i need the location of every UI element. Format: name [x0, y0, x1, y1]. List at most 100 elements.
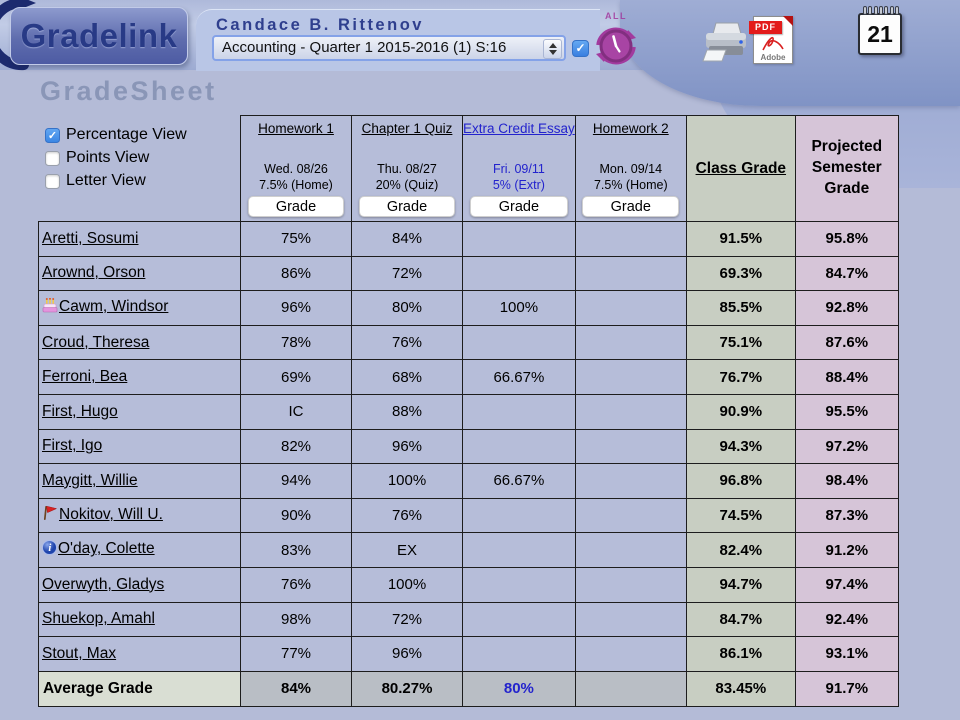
assignment-header: Chapter 1 Quiz Thu. 08/27 20% (Quiz) Grade: [351, 115, 463, 222]
view-option-percentage[interactable]: Percentage View: [45, 124, 187, 146]
checked-checkbox-icon[interactable]: [45, 127, 60, 143]
student-name-cell: Aretti, Sosumi: [38, 221, 241, 257]
assignment-date-weight: Wed. 08/26 7.5% (Home): [259, 161, 333, 192]
class-grade-cell: 82.4%: [685, 532, 796, 568]
grade-cell: [574, 463, 687, 499]
student-name-link[interactable]: Arownd, Orson: [42, 264, 146, 282]
view-option-label: Percentage View: [66, 126, 187, 143]
print-button[interactable]: [700, 22, 752, 69]
student-name-link[interactable]: Shuekop, Amahl: [42, 610, 155, 628]
grade-cell: 83%: [240, 532, 352, 568]
student-name-link[interactable]: Maygitt, Willie: [42, 471, 138, 489]
grade-cell: [574, 255, 687, 292]
projected-grade-header: Projected Semester Grade: [794, 115, 899, 222]
grade-button[interactable]: Grade: [358, 196, 456, 217]
grade-cell: 76%: [240, 566, 352, 603]
class-grade-cell: 85.5%: [685, 290, 796, 326]
grade-cell: [574, 636, 687, 672]
grade-button[interactable]: Grade: [582, 196, 680, 217]
grade-cell: [574, 601, 687, 638]
average-row: Average Grade 84% 80.27% 80% 83.45% 91.7%: [38, 670, 899, 707]
assignment-date-weight: Fri. 09/11 5% (Extr): [492, 161, 545, 192]
average-grade-cell: [574, 670, 687, 707]
grade-cell: 100%: [462, 290, 576, 326]
student-row: i O'day, Colette 83% EX 82.4% 91.2%: [38, 532, 899, 568]
projected-grade-cell: 92.4%: [794, 601, 899, 638]
grade-cell: 88%: [351, 393, 463, 430]
view-option-letter[interactable]: Letter View: [45, 170, 187, 192]
projected-grade-cell: 93.1%: [794, 636, 899, 672]
unchecked-checkbox-icon[interactable]: [45, 173, 60, 189]
grade-cell: [462, 566, 576, 603]
student-row: Croud, Theresa 78% 76% 75.1% 87.6%: [38, 324, 899, 361]
grade-cell: [462, 532, 576, 568]
view-option-points[interactable]: Points View: [45, 147, 187, 169]
page-title: GradeSheet: [40, 76, 217, 106]
printer-icon: [702, 22, 746, 62]
assignment-date-weight: Thu. 08/27 20% (Quiz): [375, 161, 439, 192]
grade-cell: [462, 393, 576, 430]
average-projected-cell: 91.7%: [794, 670, 899, 707]
class-grade-cell: 74.5%: [685, 497, 796, 534]
student-name-cell: Nokitov, Will U.: [38, 497, 241, 534]
assignment-link[interactable]: Homework 2: [592, 121, 669, 136]
calendar-spiral-icon: [863, 6, 899, 16]
class-select-dropdown[interactable]: Accounting - Quarter 1 2015-2016 (1) S:1…: [212, 35, 566, 61]
assignment-link[interactable]: Homework 1: [258, 121, 334, 136]
student-name-link[interactable]: O'day, Colette: [58, 540, 155, 558]
grade-button[interactable]: Grade: [469, 196, 569, 217]
student-name-link[interactable]: Aretti, Sosumi: [42, 229, 139, 247]
student-name-cell: Croud, Theresa: [38, 324, 241, 361]
grade-cell: [462, 324, 576, 361]
grade-cell: [574, 324, 687, 361]
student-row: First, Hugo IC 88% 90.9% 95.5%: [38, 393, 899, 430]
student-name-link[interactable]: Stout, Max: [42, 644, 117, 662]
student-row: First, Igo 82% 96% 94.3% 97.2%: [38, 428, 899, 465]
projected-grade-cell: 84.7%: [794, 255, 899, 292]
pdf-export-button[interactable]: PDF Adobe: [749, 16, 793, 64]
class-grade-header-link[interactable]: Class Grade: [695, 159, 787, 177]
grade-cell: 76%: [351, 324, 463, 361]
projected-grade-cell: 87.3%: [794, 497, 899, 534]
student-name-link[interactable]: Nokitov, Will U.: [59, 506, 163, 524]
show-all-checkbox[interactable]: [572, 40, 589, 57]
student-name-link[interactable]: Croud, Theresa: [42, 333, 150, 351]
gradelink-logo[interactable]: Gradelink: [10, 7, 188, 65]
student-name-link[interactable]: First, Igo: [42, 437, 103, 455]
average-class-grade-cell: 83.45%: [685, 670, 796, 707]
grade-cell: [574, 290, 687, 326]
grade-cell: [574, 359, 687, 395]
student-row: Maygitt, Willie 94% 100% 66.67% 96.8% 98.4%: [38, 463, 899, 499]
all-terms-clock-button[interactable]: ALL: [592, 11, 640, 69]
grade-cell: [462, 497, 576, 534]
projected-grade-cell: 95.5%: [794, 393, 899, 430]
projected-grade-cell: 88.4%: [794, 359, 899, 395]
grade-cell: 84%: [351, 221, 463, 257]
class-grade-cell: 69.3%: [685, 255, 796, 292]
assignment-header: Homework 1 Wed. 08/26 7.5% (Home) Grade: [240, 115, 352, 222]
unchecked-checkbox-icon[interactable]: [45, 150, 60, 166]
clock-all-label: ALL: [605, 11, 627, 21]
grade-cell: 100%: [351, 463, 463, 499]
student-name-link[interactable]: Overwyth, Gladys: [42, 575, 165, 593]
student-name-link[interactable]: Ferroni, Bea: [42, 368, 128, 386]
class-grade-cell: 86.1%: [685, 636, 796, 672]
student-name-link[interactable]: Cawm, Windsor: [59, 297, 169, 315]
student-name-link[interactable]: First, Hugo: [42, 402, 118, 420]
average-grade-cell: 80%: [462, 670, 576, 707]
student-row: Ferroni, Bea 69% 68% 66.67% 76.7% 88.4%: [38, 359, 899, 395]
select-stepper-icon[interactable]: [543, 38, 562, 59]
grade-button[interactable]: Grade: [247, 196, 345, 217]
grade-cell: [462, 255, 576, 292]
assignment-link[interactable]: Chapter 1 Quiz: [361, 121, 453, 136]
grade-cell: 94%: [240, 463, 352, 499]
student-name-cell: First, Igo: [38, 428, 241, 465]
red-flag-icon: [42, 505, 58, 526]
grade-cell: 76%: [351, 497, 463, 534]
grade-cell: [574, 221, 687, 257]
calendar-button[interactable]: 21: [858, 6, 904, 58]
view-options: Percentage View Points View Letter View: [45, 124, 187, 193]
assignment-link[interactable]: Extra Credit Essay: [463, 121, 575, 136]
grade-cell: 90%: [240, 497, 352, 534]
grade-cell: 96%: [240, 290, 352, 326]
